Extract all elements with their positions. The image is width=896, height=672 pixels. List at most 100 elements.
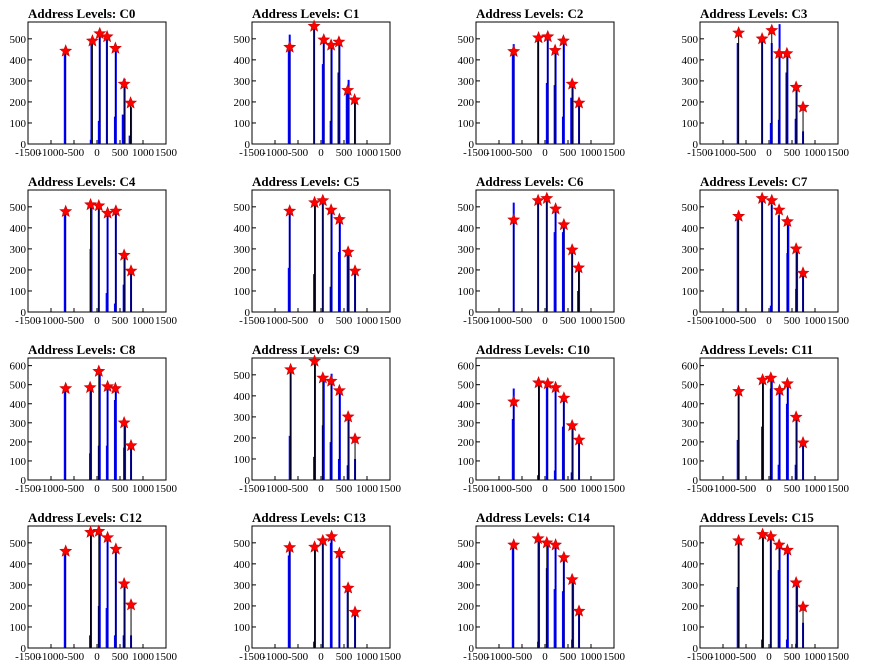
x-tick-label: 0 [542, 147, 548, 159]
y-tick-label: 300 [234, 580, 251, 592]
peak-marker [348, 92, 362, 106]
y-tick-label: 100 [10, 456, 27, 468]
y-tick-label: 100 [458, 118, 475, 130]
y-tick-label: 500 [234, 34, 251, 46]
peak-marker [572, 260, 586, 274]
peak-marker [92, 364, 106, 377]
x-tick-label: -1500 [463, 315, 489, 327]
panel-title: Address Levels: C13 [252, 510, 366, 525]
y-tick-label: 200 [234, 433, 251, 445]
x-tick-label: 1500 [827, 651, 850, 663]
x-tick-label: -1000 [262, 147, 288, 159]
y-tick-label: 0 [469, 307, 475, 319]
x-tick-label: 1000 [804, 147, 827, 159]
peak-marker [796, 435, 810, 449]
x-tick-label: 0 [94, 147, 100, 159]
peak-marker [557, 391, 571, 404]
peak-marker [507, 538, 521, 551]
peak-marker [332, 212, 346, 225]
peak-marker [108, 381, 122, 395]
x-tick-label: 1000 [132, 483, 155, 495]
x-tick-label: -1000 [486, 651, 512, 663]
peak-marker [283, 204, 297, 217]
y-tick-label: 300 [682, 418, 699, 430]
y-tick-label: 300 [458, 580, 475, 592]
peak-marker [556, 34, 570, 47]
y-tick-label: 100 [682, 622, 699, 634]
y-tick-label: 0 [469, 139, 475, 151]
peak-marker [507, 394, 521, 408]
x-tick-label: -1000 [38, 651, 64, 663]
y-tick-label: 400 [682, 399, 699, 411]
y-tick-label: 100 [682, 286, 699, 298]
peak-marker [83, 380, 97, 394]
plot-frame [475, 189, 615, 313]
x-tick-label: 0 [94, 483, 100, 495]
x-tick-label: -1500 [15, 651, 41, 663]
y-tick-label: 400 [458, 559, 475, 571]
panel-4: Address Levels: C40100200300400500-1500-… [10, 174, 178, 327]
peak-marker [332, 383, 346, 397]
x-tick-label: -1000 [710, 315, 736, 327]
panel-title: Address Levels: C9 [252, 342, 360, 357]
peak-marker [557, 550, 571, 564]
x-tick-label: -500 [736, 483, 757, 495]
x-tick-label: -1500 [15, 483, 41, 495]
x-tick-label: 1500 [379, 147, 402, 159]
peak-marker [765, 193, 779, 207]
peak-marker [780, 543, 794, 556]
peak-marker [756, 527, 770, 540]
x-tick-label: -500 [288, 651, 309, 663]
x-tick-label: -500 [64, 651, 85, 663]
peak-marker [348, 605, 362, 618]
plot-frame [27, 357, 167, 481]
x-tick-label: 1000 [132, 315, 155, 327]
peak-marker [572, 433, 586, 446]
peak-marker [565, 572, 579, 586]
panel-7: Address Levels: C70100200300400500-1500-… [682, 174, 850, 327]
y-tick-label: 500 [10, 380, 27, 392]
y-tick-label: 500 [458, 380, 475, 392]
y-tick-label: 0 [693, 643, 699, 655]
y-tick-label: 300 [10, 244, 27, 256]
x-tick-label: -500 [288, 147, 309, 159]
y-tick-label: 400 [458, 399, 475, 411]
x-tick-label: -500 [736, 315, 757, 327]
y-tick-label: 400 [234, 391, 251, 403]
x-tick-label: -500 [736, 651, 757, 663]
peak-marker [507, 213, 521, 226]
x-tick-label: 0 [766, 147, 772, 159]
x-tick-label: -500 [64, 315, 85, 327]
peak-marker [789, 575, 803, 589]
peak-marker [308, 354, 322, 367]
peak-marker [117, 248, 131, 261]
panel-title: Address Levels: C6 [476, 174, 584, 189]
peak-marker [124, 438, 138, 452]
peak-marker [541, 376, 555, 390]
x-tick-label: 0 [94, 651, 100, 663]
y-tick-label: 500 [234, 202, 251, 214]
peak-marker [732, 384, 746, 397]
y-tick-label: 300 [682, 580, 699, 592]
y-tick-label: 400 [10, 399, 27, 411]
x-tick-label: 1500 [155, 147, 178, 159]
x-tick-label: -1000 [38, 315, 64, 327]
panel-title: Address Levels: C12 [28, 510, 142, 525]
peak-marker [549, 202, 563, 215]
x-tick-label: 1500 [603, 483, 626, 495]
x-tick-label: 500 [112, 147, 129, 159]
peak-marker [531, 193, 545, 207]
x-tick-label: 1000 [580, 651, 603, 663]
x-tick-label: 1500 [603, 651, 626, 663]
peak-marker [764, 371, 778, 384]
peak-marker [531, 531, 545, 545]
y-tick-label: 500 [458, 34, 475, 46]
x-tick-label: -1500 [687, 315, 713, 327]
x-tick-label: 500 [112, 483, 129, 495]
plot-frame [699, 21, 839, 145]
panel-title: Address Levels: C11 [700, 342, 813, 357]
x-tick-label: 500 [784, 315, 801, 327]
y-tick-label: 100 [458, 286, 475, 298]
x-tick-label: 500 [336, 147, 353, 159]
peak-marker [549, 380, 563, 394]
